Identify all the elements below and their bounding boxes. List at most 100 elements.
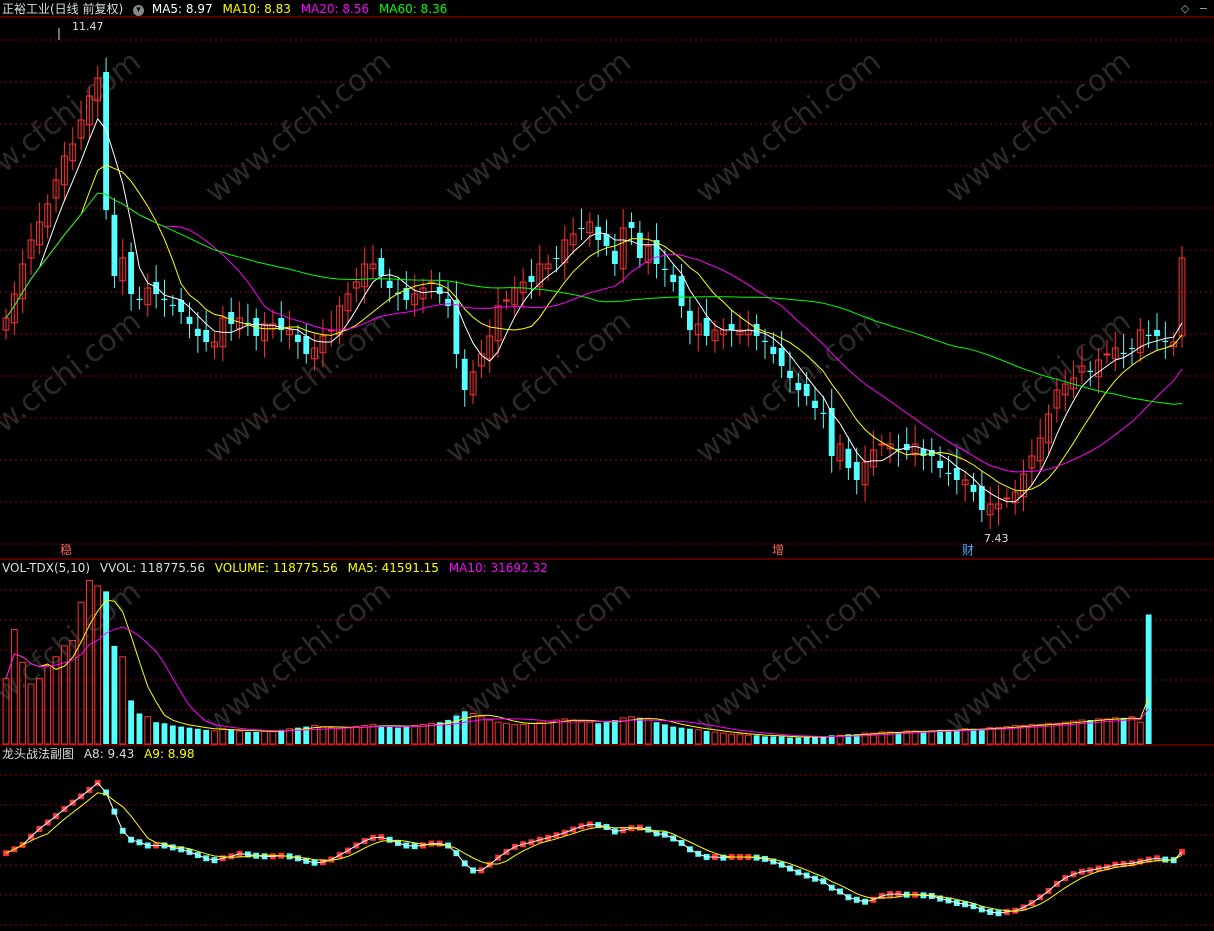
watermark-text: www.cfchi.com — [689, 304, 888, 470]
candle-body — [670, 274, 677, 282]
volume-bar — [436, 722, 443, 744]
volume-bar — [395, 727, 401, 744]
candle-body — [77, 119, 85, 139]
candle-body — [153, 282, 160, 294]
candle-body — [211, 341, 218, 348]
volume-bar — [595, 723, 602, 744]
volume-bar — [186, 727, 193, 744]
minus-icon[interactable]: − — [1198, 2, 1208, 15]
ma60-label: MA60: 8.36 — [378, 2, 448, 16]
volume-bar — [503, 722, 510, 745]
volume-bar — [1078, 719, 1086, 745]
volume-bar — [686, 728, 693, 744]
candle-body — [961, 479, 969, 486]
volume-bar — [60, 645, 68, 745]
chevron-down-icon[interactable]: ▾ — [133, 5, 145, 16]
volume-bar — [69, 639, 77, 745]
volume-bar — [694, 729, 702, 745]
candle-body — [886, 443, 894, 450]
volume-bar — [920, 730, 927, 744]
candle-body — [119, 257, 127, 282]
candle-body — [1170, 341, 1178, 348]
volume-bar — [861, 732, 869, 745]
volume-bar — [203, 729, 210, 744]
volume-bar — [586, 721, 594, 745]
candle-body — [461, 358, 468, 390]
volume-bar — [795, 737, 802, 744]
candle-body — [644, 245, 652, 264]
volume-bar — [619, 717, 627, 745]
volume-bar — [670, 726, 677, 744]
watermark-text: www.cfchi.com — [0, 44, 148, 210]
volume-bar — [812, 736, 818, 744]
volume-bar — [269, 730, 277, 745]
volume-bar — [253, 732, 260, 744]
stock-title[interactable]: 正裕工业(日线 前复权) — [2, 2, 124, 16]
candle-body — [703, 318, 710, 336]
volume-bar — [19, 661, 27, 745]
a9-line — [5, 792, 1183, 912]
candle-body — [128, 252, 135, 294]
watermark-text: www.cfchi.com — [439, 304, 638, 470]
diamond-icon[interactable]: ◇ — [1180, 2, 1190, 15]
candle-body — [628, 222, 635, 228]
candle-body — [344, 293, 352, 312]
marker-wen: 稳 — [60, 542, 72, 557]
volume-bar — [336, 728, 344, 745]
volume-bar — [736, 733, 744, 745]
volume-bar — [628, 716, 635, 745]
candle-body — [1003, 497, 1011, 500]
volume-bar — [886, 731, 894, 745]
candle-body — [319, 335, 327, 354]
candle-body — [928, 450, 935, 456]
vol-title[interactable]: VOL-TDX(5,10) — [2, 561, 91, 575]
watermark-text: www.cfchi.com — [689, 574, 888, 740]
volume-bar — [369, 723, 377, 745]
candle-body — [494, 305, 502, 342]
candle-body — [44, 203, 52, 228]
volume-bar — [903, 730, 911, 745]
volume-bar — [228, 729, 235, 744]
volume-bar — [603, 722, 610, 744]
volume-bar — [787, 737, 793, 744]
candle-body — [1095, 359, 1103, 378]
watermark-text: www.cfchi.com — [689, 44, 888, 210]
volume-bar — [303, 726, 310, 744]
volume-bar — [719, 732, 727, 745]
volume-bar — [378, 725, 385, 744]
candle-body — [294, 334, 301, 342]
candle-body — [1011, 491, 1019, 504]
volume-bar — [728, 733, 736, 745]
candle-body — [711, 329, 719, 342]
candle-body — [795, 382, 802, 390]
sub-title[interactable]: 龙头战法副图 — [2, 747, 75, 761]
marker-cai: 财 — [962, 543, 974, 557]
candle-body — [1028, 455, 1036, 469]
volume-bar — [119, 656, 127, 745]
candle-body — [978, 486, 985, 510]
volume-bar — [762, 736, 768, 744]
volume-bar — [636, 717, 643, 744]
candle-body — [303, 336, 310, 354]
sub-header: 龙头战法副图 A8: 9.43 A9: 8.98 — [2, 747, 201, 761]
volume-ma5-line — [5, 599, 1150, 738]
volume-bar — [544, 720, 552, 745]
candle-body — [244, 322, 251, 324]
a9-label: A9: 8.98 — [144, 747, 195, 761]
ma60-line — [5, 192, 1183, 405]
volume-bar — [178, 726, 185, 744]
ma10-label: MA10: 8.83 — [222, 2, 291, 16]
candle-body — [1178, 257, 1186, 337]
volume-bar — [403, 726, 410, 744]
volume-bar — [286, 728, 293, 745]
candle-body — [553, 258, 560, 259]
volume-bar — [477, 716, 485, 745]
volume-bar — [35, 678, 43, 745]
volume-bar — [578, 720, 585, 745]
volume-bar — [144, 716, 152, 745]
volume-bar — [661, 724, 668, 744]
volume-bar — [1136, 721, 1144, 745]
candle-body — [1053, 389, 1061, 409]
watermark-text: www.cfchi.com — [439, 44, 638, 210]
